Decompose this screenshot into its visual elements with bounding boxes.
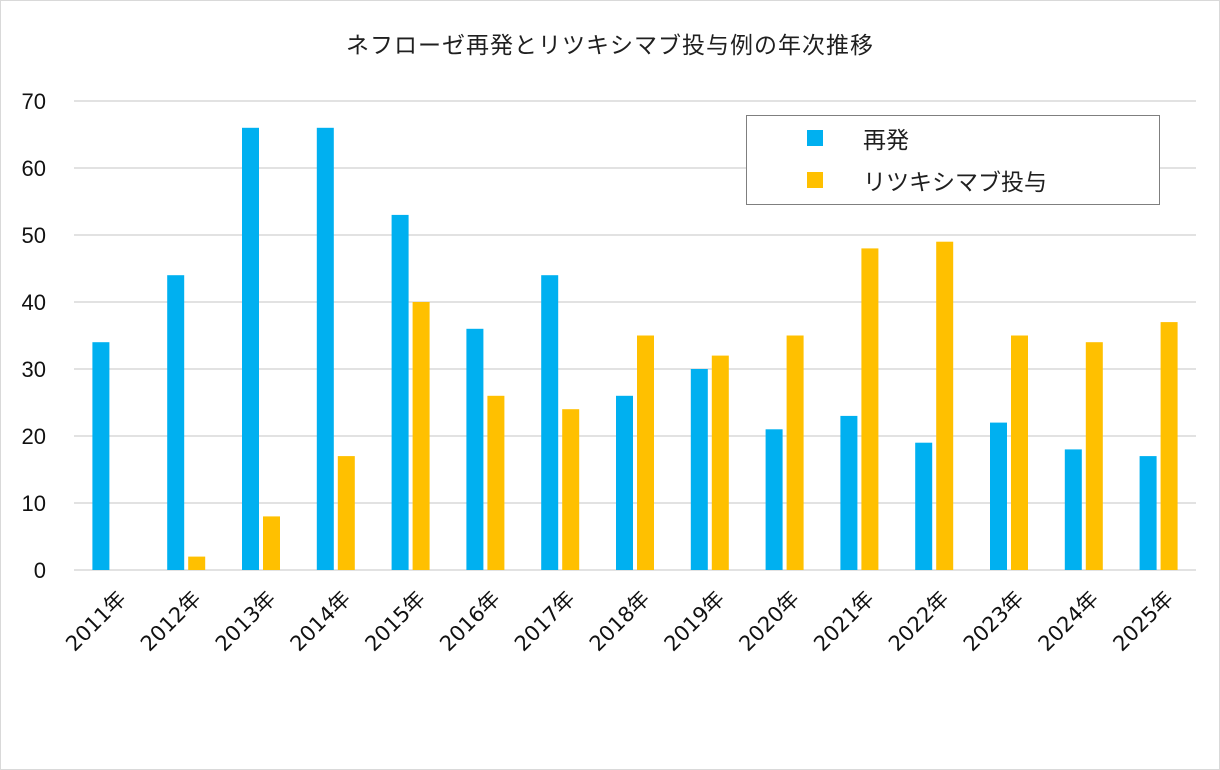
x-tick-label: 2023年	[959, 586, 1029, 656]
y-tick-label: 10	[22, 491, 46, 516]
bar-rituximab-2013年	[263, 516, 280, 570]
x-tick-label: 2019年	[660, 586, 730, 656]
bar-rituximab-2022年	[936, 241, 954, 570]
bar-rituximab-2016年	[487, 395, 505, 570]
bar-relapse-2023年	[990, 422, 1007, 570]
y-axis-ticks: 0 10 20 30 40 50 60 70	[22, 89, 46, 583]
y-tick-label: 70	[22, 89, 46, 114]
bar-relapse-2011年	[92, 342, 110, 570]
x-axis-ticks: 2011年 2012年 2013年 2014年 2015年 2016年 2017年 2018年…	[61, 586, 1178, 656]
x-tick-label: 2021年	[809, 586, 879, 656]
chart-title: ネフローゼ再発とリツキシマブ投与例の年次推移	[346, 33, 874, 59]
x-tick-label: 2015年	[360, 586, 430, 656]
x-tick-label: 2012年	[136, 586, 206, 656]
gridlines	[74, 100, 1196, 571]
legend: 再発 リツキシマブ投与	[746, 115, 1160, 205]
bar-relapse-2021年	[840, 415, 858, 570]
bar-rituximab-2012年	[188, 556, 206, 570]
y-tick-label: 0	[34, 558, 46, 583]
bar-rituximab-2019年	[711, 355, 729, 570]
bar-relapse-2020年	[765, 429, 783, 570]
x-tick-label: 2013年	[211, 586, 281, 656]
bar-rituximab-2014年	[337, 456, 355, 570]
bar-relapse-2019年	[690, 369, 708, 570]
y-tick-label: 30	[22, 357, 46, 382]
bar-relapse-2015年	[391, 214, 409, 570]
bar-rituximab-2020年	[786, 335, 804, 570]
y-tick-label: 60	[22, 156, 46, 181]
x-tick-label: 2018年	[585, 586, 655, 656]
x-tick-label: 2014年	[286, 586, 356, 656]
bar-rituximab-2018年	[637, 335, 654, 570]
bar-relapse-2024年	[1064, 449, 1082, 570]
y-tick-label: 50	[22, 223, 46, 248]
bar-relapse-2025年	[1139, 456, 1157, 570]
bars	[92, 127, 1178, 571]
bar-rituximab-2021年	[861, 248, 879, 570]
bar-relapse-2012年	[167, 275, 185, 570]
bar-relapse-2016年	[466, 328, 484, 570]
y-tick-label: 40	[22, 290, 46, 315]
legend-label-relapse: 再発	[863, 128, 909, 154]
x-tick-label: 2024年	[1034, 586, 1104, 656]
legend-item-rituximab: リツキシマブ投与	[807, 164, 1047, 196]
y-tick-label: 20	[22, 424, 46, 449]
x-tick-label: 2011年	[61, 586, 131, 656]
bar-rituximab-2024年	[1085, 342, 1103, 570]
bar-relapse-2018年	[616, 395, 633, 570]
x-tick-label: 2016年	[435, 586, 505, 656]
legend-swatch-rituximab	[807, 172, 823, 188]
bar-relapse-2022年	[915, 442, 933, 570]
bar-rituximab-2017年	[562, 409, 580, 570]
bar-rituximab-2025年	[1160, 322, 1178, 570]
legend-item-relapse: 再発	[807, 122, 909, 154]
x-tick-label: 2022年	[884, 586, 954, 656]
x-tick-label: 2020年	[734, 586, 804, 656]
bar-rituximab-2015年	[412, 302, 430, 570]
bar-rituximab-2023年	[1011, 335, 1028, 570]
bar-relapse-2013年	[242, 127, 259, 571]
bar-relapse-2014年	[316, 127, 334, 571]
bar-relapse-2017年	[541, 275, 559, 570]
legend-swatch-relapse	[807, 130, 823, 146]
x-tick-label: 2017年	[510, 586, 580, 656]
legend-label-rituximab: リツキシマブ投与	[863, 170, 1047, 196]
x-tick-label: 2025年	[1108, 586, 1178, 656]
